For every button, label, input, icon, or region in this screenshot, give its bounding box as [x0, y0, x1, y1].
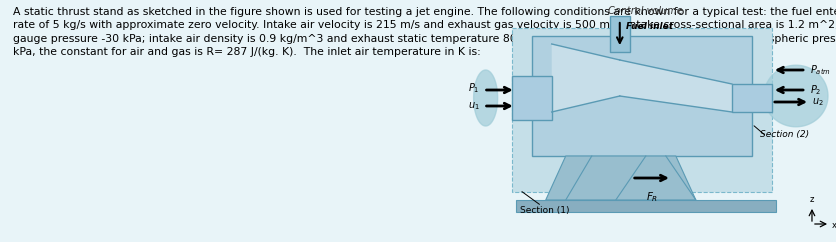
Text: $u_1$: $u_1$	[468, 100, 480, 112]
Text: Section (1): Section (1)	[520, 206, 569, 215]
Text: x: x	[832, 220, 836, 229]
Text: z: z	[810, 195, 814, 204]
Polygon shape	[474, 70, 497, 126]
Bar	[512, 76, 552, 120]
Bar	[516, 200, 776, 212]
Bar	[512, 28, 772, 192]
Bar	[732, 84, 772, 112]
Polygon shape	[764, 65, 828, 127]
Text: Section (2): Section (2)	[760, 130, 809, 139]
Bar	[532, 36, 752, 156]
Text: A static thrust stand as sketched in the figure shown is used for testing a jet : A static thrust stand as sketched in the…	[13, 7, 836, 57]
Text: $P_{atm}$: $P_{atm}$	[810, 63, 831, 77]
Bar	[609, 16, 630, 52]
Text: $P_1$: $P_1$	[468, 81, 480, 95]
Polygon shape	[552, 44, 772, 112]
Text: Control volume: Control volume	[609, 6, 683, 16]
Polygon shape	[546, 156, 696, 200]
Text: Fuel inlet: Fuel inlet	[626, 22, 673, 31]
Text: $u_2$: $u_2$	[812, 96, 823, 108]
Text: $P_2$: $P_2$	[810, 83, 822, 97]
Text: $F_R$: $F_R$	[645, 190, 658, 204]
